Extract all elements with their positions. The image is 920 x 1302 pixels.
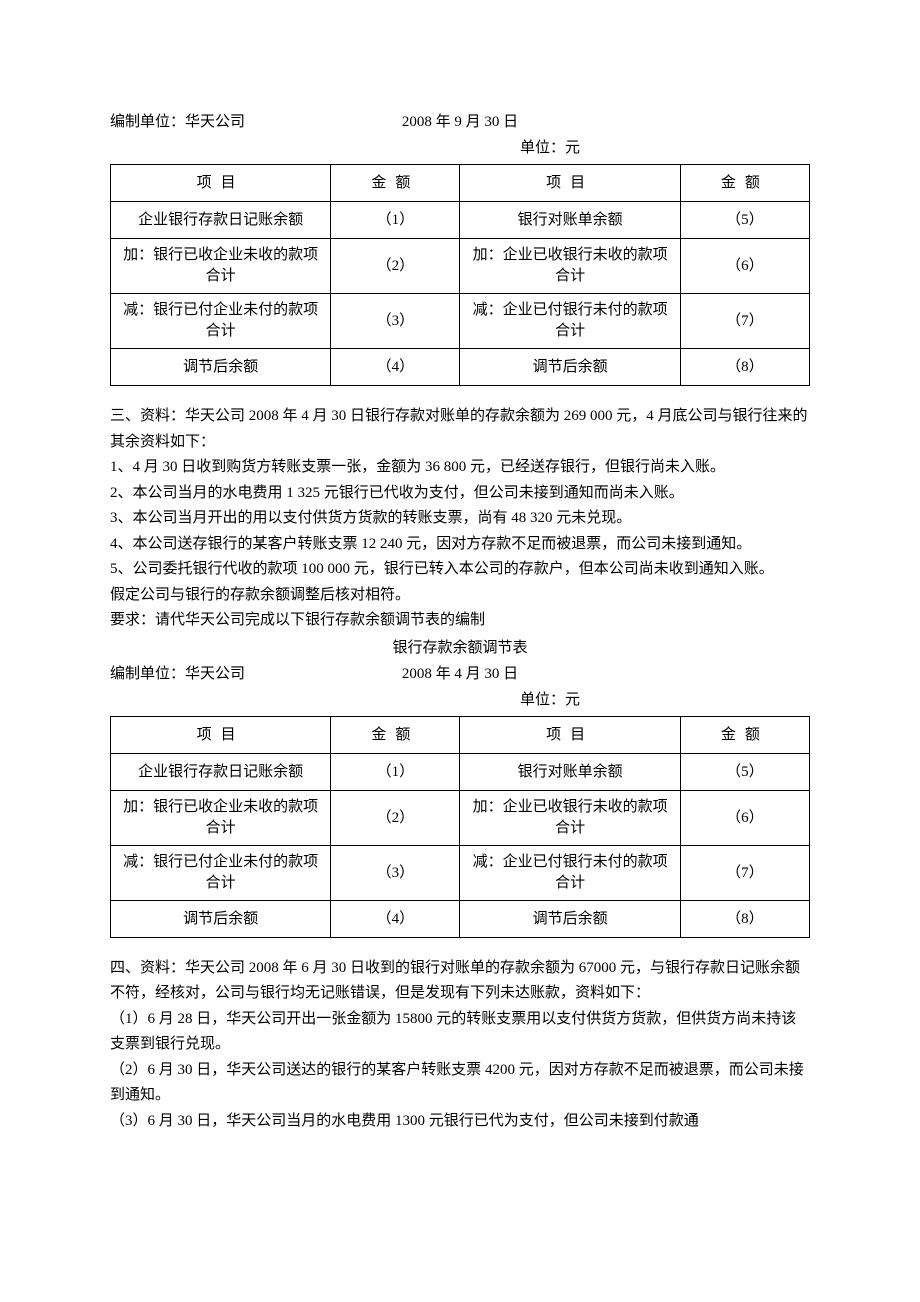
table-row: 调节后余额 （4） 调节后余额 （8） (111, 900, 810, 937)
para3-require: 要求：请代华天公司完成以下银行存款余额调节表的编制 (110, 608, 810, 634)
cell-label: 减：银行已付企业未付的款项合计 (111, 845, 331, 900)
section2-header: 编制单位：华天公司 2008 年 4 月 30 日 (110, 662, 810, 686)
cell-value: （8） (680, 900, 809, 937)
cell-value: （2） (331, 790, 460, 845)
col-header-item: 项目 (460, 716, 680, 753)
col-header-amount: 金额 (680, 716, 809, 753)
para3-line3: 3、本公司当月开出的用以支付供货方货款的转账支票，尚有 48 320 元未兑现。 (110, 506, 810, 532)
cell-label: 企业银行存款日记账余额 (111, 753, 331, 790)
section1-header: 编制单位：华天公司 2008 年 9 月 30 日 (110, 110, 810, 134)
paragraph-4: 四、资料：华天公司 2008 年 6 月 30 日收到的银行对账单的存款余额为 … (110, 956, 810, 1135)
unit-label: 单位：元 (110, 136, 810, 160)
cell-value: （1） (331, 753, 460, 790)
cell-value: （3） (331, 845, 460, 900)
cell-value: （5） (680, 753, 809, 790)
table-row: 减：银行已付企业未付的款项合计 （3） 减：企业已付银行未付的款项合计 （7） (111, 294, 810, 349)
para4-line3: （3）6 月 30 日，华天公司当月的水电费用 1300 元银行已代为支付，但公… (110, 1109, 810, 1135)
cell-label: 加：企业已收银行未收的款项合计 (460, 790, 680, 845)
table-row: 减：银行已付企业未付的款项合计 （3） 减：企业已付银行未付的款项合计 （7） (111, 845, 810, 900)
cell-value: （7） (680, 294, 809, 349)
cell-label: 减：企业已付银行未付的款项合计 (460, 845, 680, 900)
unit-label: 单位：元 (110, 688, 810, 712)
cell-label: 调节后余额 (460, 900, 680, 937)
cell-label: 加：银行已收企业未收的款项合计 (111, 790, 331, 845)
cell-label: 企业银行存款日记账余额 (111, 202, 331, 239)
col-header-item: 项目 (111, 716, 331, 753)
org-label: 编制单位：华天公司 (110, 662, 343, 686)
col-header-amount: 金额 (680, 165, 809, 202)
cell-value: （6） (680, 239, 809, 294)
para3-line5: 5、公司委托银行代收的款项 100 000 元，银行已转入本公司的存款户，但本公… (110, 557, 810, 583)
cell-label: 银行对账单余额 (460, 202, 680, 239)
cell-label: 减：企业已付银行未付的款项合计 (460, 294, 680, 349)
cell-label: 银行对账单余额 (460, 753, 680, 790)
cell-value: （6） (680, 790, 809, 845)
table-header-row: 项目 金额 项目 金额 (111, 165, 810, 202)
cell-label: 减：银行已付企业未付的款项合计 (111, 294, 331, 349)
para3-line2: 2、本公司当月的水电费用 1 325 元银行已代收为支付，但公司未接到通知而尚未… (110, 481, 810, 507)
date-label: 2008 年 4 月 30 日 (343, 662, 576, 686)
cell-label: 加：企业已收银行未收的款项合计 (460, 239, 680, 294)
table-row: 调节后余额 （4） 调节后余额 （8） (111, 349, 810, 386)
para3-line4: 4、本公司送存银行的某客户转账支票 12 240 元，因对方存款不足而被退票，而… (110, 532, 810, 558)
cell-value: （2） (331, 239, 460, 294)
col-header-amount: 金额 (331, 165, 460, 202)
cell-value: （4） (331, 900, 460, 937)
para4-line2: （2）6 月 30 日，华天公司送达的银行的某客户转账支票 4200 元，因对方… (110, 1058, 810, 1109)
org-label: 编制单位：华天公司 (110, 110, 343, 134)
cell-value: （4） (331, 349, 460, 386)
table-row: 企业银行存款日记账余额 （1） 银行对账单余额 （5） (111, 753, 810, 790)
table-row: 企业银行存款日记账余额 （1） 银行对账单余额 （5） (111, 202, 810, 239)
col-header-amount: 金额 (331, 716, 460, 753)
paragraph-3: 三、资料：华天公司 2008 年 4 月 30 日银行存款对账单的存款余额为 2… (110, 404, 810, 634)
table-title: 银行存款余额调节表 (110, 636, 810, 660)
cell-value: （8） (680, 349, 809, 386)
cell-label: 调节后余额 (111, 900, 331, 937)
cell-label: 调节后余额 (111, 349, 331, 386)
cell-value: （1） (331, 202, 460, 239)
para3-assume: 假定公司与银行的存款余额调整后核对相符。 (110, 583, 810, 609)
table-row: 加：银行已收企业未收的款项合计 （2） 加：企业已收银行未收的款项合计 （6） (111, 239, 810, 294)
cell-value: （7） (680, 845, 809, 900)
cell-label: 加：银行已收企业未收的款项合计 (111, 239, 331, 294)
cell-value: （5） (680, 202, 809, 239)
table-row: 加：银行已收企业未收的款项合计 （2） 加：企业已收银行未收的款项合计 （6） (111, 790, 810, 845)
para4-intro: 四、资料：华天公司 2008 年 6 月 30 日收到的银行对账单的存款余额为 … (110, 956, 810, 1007)
reconciliation-table-1: 项目 金额 项目 金额 企业银行存款日记账余额 （1） 银行对账单余额 （5） … (110, 164, 810, 386)
col-header-item: 项目 (460, 165, 680, 202)
cell-label: 调节后余额 (460, 349, 680, 386)
col-header-item: 项目 (111, 165, 331, 202)
cell-value: （3） (331, 294, 460, 349)
date-label: 2008 年 9 月 30 日 (343, 110, 576, 134)
para4-line1: （1）6 月 28 日，华天公司开出一张金额为 15800 元的转账支票用以支付… (110, 1007, 810, 1058)
para3-intro: 三、资料：华天公司 2008 年 4 月 30 日银行存款对账单的存款余额为 2… (110, 404, 810, 455)
reconciliation-table-2: 项目 金额 项目 金额 企业银行存款日记账余额 （1） 银行对账单余额 （5） … (110, 716, 810, 938)
table-header-row: 项目 金额 项目 金额 (111, 716, 810, 753)
para3-line1: 1、4 月 30 日收到购货方转账支票一张，金额为 36 800 元，已经送存银… (110, 455, 810, 481)
